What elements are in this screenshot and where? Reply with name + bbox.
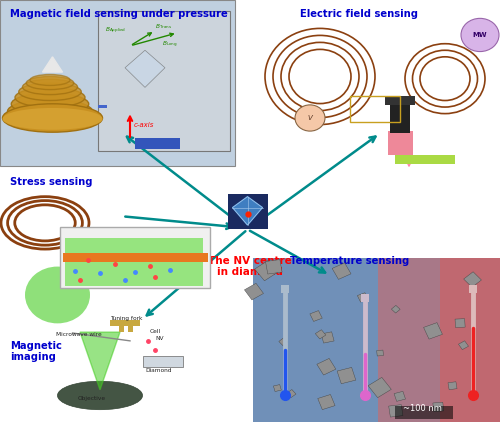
- Text: V: V: [308, 115, 312, 121]
- Bar: [378, 258, 440, 422]
- Bar: [358, 293, 368, 302]
- Polygon shape: [80, 332, 120, 390]
- Text: The NV centre
in diamond: The NV centre in diamond: [208, 256, 292, 277]
- Ellipse shape: [8, 100, 92, 123]
- Bar: [317, 358, 336, 375]
- Circle shape: [25, 267, 90, 323]
- Bar: [60, 227, 210, 288]
- Bar: [274, 385, 281, 392]
- Ellipse shape: [19, 83, 81, 101]
- Bar: [440, 258, 500, 422]
- Polygon shape: [42, 57, 62, 72]
- Bar: [368, 378, 392, 398]
- Bar: [281, 285, 289, 293]
- Bar: [128, 324, 132, 332]
- Bar: [254, 260, 278, 281]
- Ellipse shape: [15, 87, 85, 107]
- Bar: [98, 105, 106, 108]
- Bar: [286, 389, 296, 398]
- Bar: [385, 96, 415, 105]
- Bar: [464, 272, 481, 287]
- Text: Temperature sensing: Temperature sensing: [290, 256, 409, 266]
- Bar: [110, 320, 140, 326]
- Bar: [62, 253, 208, 262]
- Text: $B_\mathregular{Long}$: $B_\mathregular{Long}$: [162, 40, 178, 50]
- Text: Electric field sensing: Electric field sensing: [300, 9, 418, 19]
- Text: $B_\mathregular{Applied}$: $B_\mathregular{Applied}$: [105, 26, 126, 36]
- Text: Microwave wire: Microwave wire: [56, 332, 102, 337]
- Ellipse shape: [2, 108, 102, 130]
- Ellipse shape: [22, 80, 78, 95]
- Ellipse shape: [11, 93, 89, 115]
- Bar: [316, 330, 326, 339]
- Bar: [0, 0, 235, 166]
- Bar: [318, 395, 335, 409]
- Bar: [394, 391, 406, 401]
- Text: Stress sensing: Stress sensing: [10, 177, 92, 187]
- Bar: [135, 138, 180, 149]
- Text: Objective: Objective: [78, 396, 106, 401]
- Bar: [98, 11, 230, 151]
- Text: NV: NV: [155, 336, 164, 341]
- Text: ~100 nm: ~100 nm: [403, 404, 442, 413]
- Bar: [332, 263, 351, 279]
- Bar: [228, 194, 268, 229]
- Text: Cell: Cell: [150, 329, 161, 333]
- Ellipse shape: [26, 76, 74, 90]
- Bar: [350, 96, 400, 122]
- Bar: [388, 405, 403, 417]
- Bar: [376, 350, 384, 356]
- Ellipse shape: [30, 75, 70, 86]
- Bar: [448, 382, 457, 390]
- Bar: [395, 155, 455, 164]
- Ellipse shape: [58, 381, 142, 410]
- Bar: [119, 324, 124, 332]
- Bar: [361, 294, 369, 302]
- Text: c-axis: c-axis: [134, 122, 154, 128]
- Text: Tuning fork: Tuning fork: [110, 316, 142, 320]
- Bar: [279, 338, 288, 346]
- Bar: [424, 323, 442, 339]
- Text: Magnetic
imaging: Magnetic imaging: [10, 341, 62, 362]
- Text: Diamond: Diamond: [145, 368, 172, 373]
- Text: MW: MW: [472, 32, 488, 38]
- Bar: [458, 341, 468, 350]
- Bar: [310, 311, 322, 322]
- Bar: [455, 319, 465, 327]
- Bar: [395, 406, 452, 419]
- Bar: [433, 402, 444, 412]
- Bar: [321, 332, 334, 343]
- Bar: [468, 285, 476, 293]
- Bar: [252, 258, 378, 422]
- Bar: [388, 131, 412, 155]
- Bar: [266, 260, 282, 274]
- Bar: [392, 305, 400, 313]
- Polygon shape: [232, 197, 262, 225]
- Bar: [337, 368, 356, 384]
- Bar: [142, 356, 182, 367]
- Text: Magnetic field sensing under pressure: Magnetic field sensing under pressure: [10, 9, 228, 19]
- Polygon shape: [125, 50, 165, 87]
- Circle shape: [461, 18, 499, 52]
- Ellipse shape: [2, 104, 102, 132]
- Text: $B_\mathregular{Trans}$: $B_\mathregular{Trans}$: [155, 22, 172, 31]
- Bar: [244, 283, 264, 300]
- Bar: [65, 238, 202, 286]
- Bar: [390, 98, 410, 133]
- Circle shape: [295, 105, 325, 131]
